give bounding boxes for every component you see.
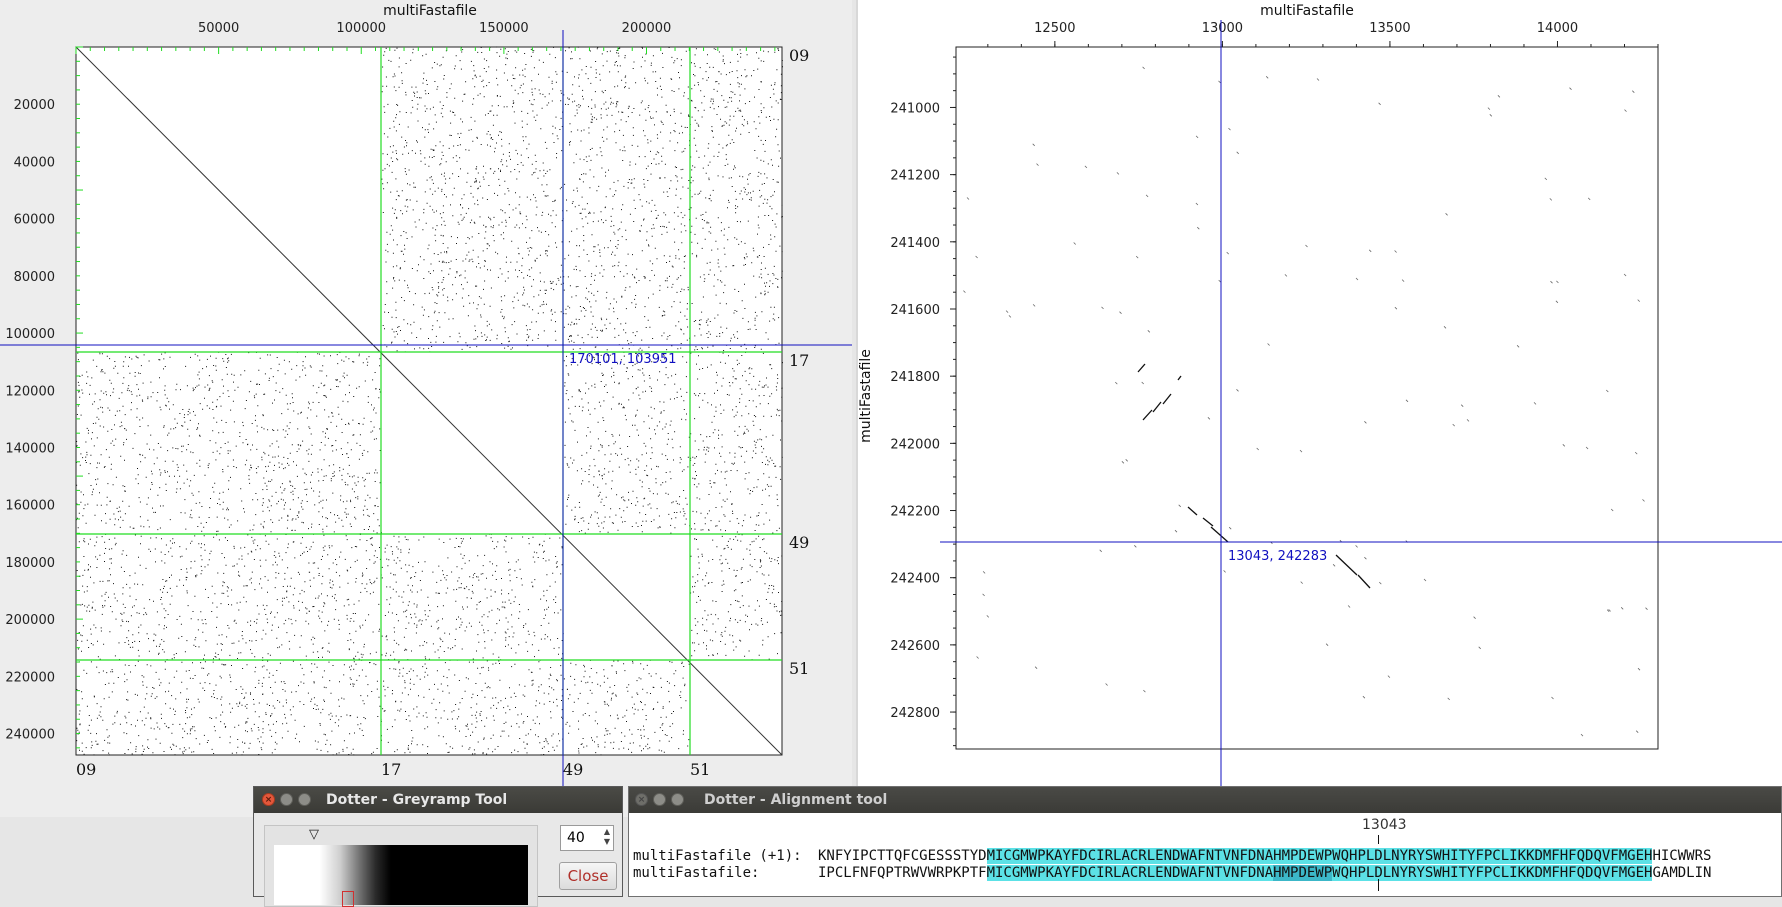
y-tick-label: 220000 — [5, 670, 55, 685]
seq-match: WQHPLDLNYRYSWHITYFPCLIKKDMFHFQDQVFMGEH — [1332, 865, 1653, 881]
alignment-hit — [1162, 393, 1172, 405]
main-dotplot[interactable]: multiFastafile 50000 100000 150000 200000 2… — [0, 0, 852, 817]
seq-label-bottom: 09 — [76, 760, 96, 779]
x-tick-label: 200000 — [622, 21, 672, 36]
spin-arrows-icon[interactable]: ▲ ▼ — [603, 827, 610, 846]
y-tick-label: 241200 — [890, 169, 940, 184]
alignment-hit — [1202, 517, 1214, 527]
minimize-icon[interactable] — [653, 793, 666, 806]
alignment-hit — [1137, 363, 1146, 373]
y-tick-label: 160000 — [5, 499, 55, 514]
threshold-spinbox[interactable]: 40 ▲ ▼ — [560, 825, 614, 851]
y-tick-label: 241000 — [890, 101, 940, 116]
main-dotplot-window: multiFastafile 50000 100000 150000 200000 2… — [0, 0, 852, 817]
y-tick-label: 242800 — [890, 706, 940, 721]
zoom-dotplot-window: multiFastafile multiFastafile 12500 13000… — [856, 0, 1782, 790]
seq-label-bottom: 49 — [563, 760, 583, 779]
alignment-tool-dialog: × Dotter - Alignment tool 13043 multiFas… — [628, 786, 1782, 897]
seq-match: MICGMWPKAYFDCIRLACRLENDWAFNTVNFDNAHMPDEW… — [986, 848, 1653, 864]
y-tick-label: 242000 — [890, 437, 940, 452]
alignment-position: 13043 — [1362, 817, 1407, 833]
titlebar[interactable]: × Dotter - Alignment tool — [629, 787, 1781, 813]
self-diagonal — [75, 46, 783, 756]
x-tick-label: 50000 — [198, 21, 239, 36]
dotplot-frame — [955, 46, 1659, 750]
seq-label-right: 09 — [789, 46, 809, 65]
close-button[interactable]: Close — [559, 862, 617, 890]
alignment-row-2: multiFastafile: IPCLFNFQPTRWVWRPKPTFMICGM… — [633, 865, 1711, 881]
row-label: multiFastafile: — [633, 865, 760, 881]
spinbox-value[interactable]: 40 — [567, 830, 585, 846]
x-tick-label: 100000 — [336, 21, 386, 36]
y-axis-title: multiFastafile — [858, 349, 874, 443]
dialog-title: Dotter - Alignment tool — [704, 792, 888, 808]
y-tick-label: 242200 — [890, 505, 940, 520]
y-tick-label: 242600 — [890, 639, 940, 654]
triangle-marker-icon[interactable]: ▽ — [309, 827, 319, 842]
ramp-marker[interactable] — [342, 891, 354, 907]
crosshair-label: 13043, 242283 — [1228, 549, 1327, 564]
close-icon[interactable]: × — [262, 793, 275, 806]
y-tick-label: 241400 — [890, 236, 940, 251]
alignment-hit — [1335, 554, 1358, 576]
alignment-hit — [1357, 574, 1371, 589]
maximize-icon[interactable] — [671, 793, 684, 806]
seq-label-bottom: 17 — [381, 760, 401, 779]
row-label: multiFastafile (+1): — [633, 848, 802, 864]
seq-label-right: 51 — [789, 659, 809, 678]
seq-match: MICGMWPKAYFDCIRLACRLENDWAFNTVNFDNA — [986, 865, 1274, 881]
position-tick — [1378, 879, 1379, 891]
alignment-hit — [1210, 526, 1229, 543]
seq-label-bottom: 51 — [690, 760, 710, 779]
seq-match-strong: HMPDEWP — [1273, 865, 1333, 881]
alignment-row-1: multiFastafile (+1): KNFYIPCTTQFCGESSSTYD… — [633, 848, 1711, 864]
y-tick-label: 200000 — [5, 613, 55, 628]
seq-label-right: 49 — [789, 533, 809, 552]
window-divider — [856, 0, 858, 790]
noise-dots — [76, 46, 783, 756]
x-tick-label: 13500 — [1369, 21, 1410, 36]
y-tick-label: 180000 — [5, 556, 55, 571]
crosshair-label: 170101, 103951 — [569, 352, 677, 367]
y-tick-label: 100000 — [5, 327, 55, 342]
close-icon[interactable]: × — [635, 793, 648, 806]
x-tick-label: 14000 — [1537, 21, 1578, 36]
seq-prefix: KNFYIPCTTQFCGESSSTYD — [818, 848, 987, 864]
y-tick-label: 241600 — [890, 303, 940, 318]
seq-prefix: IPCLFNFQPTRWVWRPKPTF — [818, 865, 987, 881]
y-tick-label: 240000 — [5, 728, 55, 743]
noise-specks — [963, 66, 1648, 737]
y-tick-label: 120000 — [5, 384, 55, 399]
minimize-icon[interactable] — [280, 793, 293, 806]
y-tick-label: 40000 — [14, 155, 55, 170]
y-tick-label: 60000 — [14, 213, 55, 228]
position-tick — [1378, 835, 1379, 844]
y-tick-label: 241800 — [890, 370, 940, 385]
y-tick-label: 242400 — [890, 572, 940, 587]
x-axis-title: multiFastafile — [1260, 3, 1354, 19]
greyramp-gradient[interactable] — [274, 845, 528, 905]
titlebar[interactable]: × Dotter - Greyramp Tool — [254, 787, 622, 813]
y-tick-label: 20000 — [14, 98, 55, 113]
seq-suffix: GAMDLIN — [1652, 865, 1712, 881]
y-tick-label: 80000 — [14, 270, 55, 285]
alignment-hit — [1177, 375, 1182, 381]
y-tick-label: 140000 — [5, 441, 55, 456]
seq-label-right: 17 — [789, 351, 809, 370]
seq-suffix: HICWWRS — [1652, 848, 1712, 864]
x-tick-label: 13000 — [1202, 21, 1243, 36]
x-tick-label: 12500 — [1034, 21, 1075, 36]
alignment-hit — [1142, 409, 1153, 421]
alignment-hit — [1152, 401, 1162, 413]
x-tick-label: 150000 — [479, 21, 529, 36]
dialog-title: Dotter - Greyramp Tool — [326, 792, 508, 808]
maximize-icon[interactable] — [298, 793, 311, 806]
alignment-hit — [1187, 506, 1198, 516]
zoom-dotplot[interactable]: multiFastafile multiFastafile 12500 13000… — [856, 0, 1782, 790]
greyramp-tool-dialog: × Dotter - Greyramp Tool ▽ 40 ▲ ▼ Close — [253, 786, 623, 907]
x-axis-title: multiFastafile — [383, 3, 477, 19]
